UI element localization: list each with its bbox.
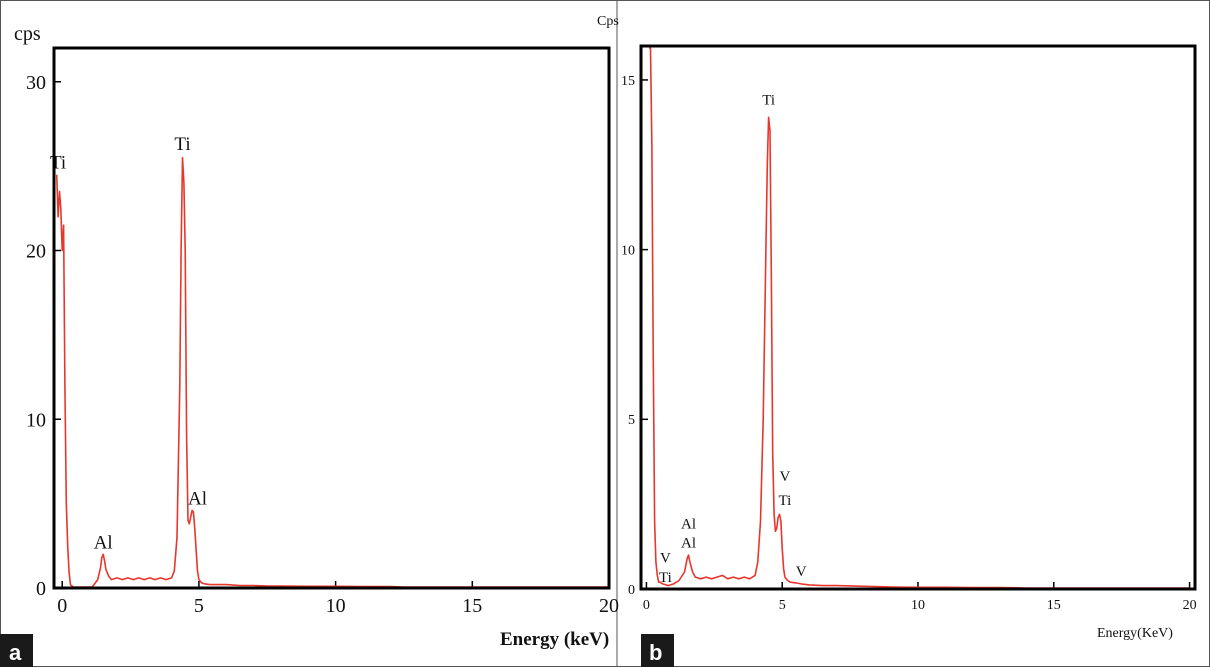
spectrum-line [649,47,1190,589]
peak-label: Al [188,488,207,509]
y-tick-label: 0 [36,578,46,600]
x-tick-label: 10 [911,598,925,613]
y-tick-label: 10 [26,409,46,431]
peak-label: Ti [174,134,190,155]
x-tick-label: 10 [326,595,346,617]
panel-b-chart: Cps Energy(KeV) 0 5 10 15 20 0 5 10 15 V Ti Al Al Ti… [597,14,1197,667]
panel-a-plot-frame [52,46,611,590]
panel-a-chart: cps Energy (keV) 0 5 10 15 20 0 10 20 30 Ti Ti Al A… [0,23,619,667]
y-tick-label: 10 [621,244,635,259]
x-tick-label: 5 [194,595,204,617]
peak-label: V [660,551,671,567]
peak-label: Ti [779,493,792,509]
panel-a-label: a [9,640,22,665]
y-tick-label: 30 [26,72,46,94]
panel-b-label-badge [641,634,674,667]
panel-b-peak-labels: V Ti Al Al Ti V Ti V [659,92,807,586]
panel-a-x-axis-label: Energy (keV) [500,629,609,650]
y-tick-label: 0 [628,583,635,598]
panel-b-plot-frame [639,44,1197,591]
panel-a-label-badge [0,634,33,667]
peak-label: Al [94,532,113,553]
panel-b-y-axis-label: Cps [597,14,619,29]
peak-label: Ti [762,92,775,108]
y-tick-label: 20 [26,241,46,263]
peak-label: Ti [659,570,672,586]
x-tick-label: 20 [599,595,619,617]
panel-a-ticks: 0 5 10 15 20 0 10 20 30 [26,72,619,617]
peak-label: V [796,564,807,580]
peak-label: Al [681,517,696,533]
panel-b-label: b [649,640,662,665]
x-tick-label: 15 [462,595,482,617]
panel-a-spectrum [55,156,609,588]
panel-b-ticks: 0 5 10 15 20 0 5 10 15 [621,74,1197,613]
y-tick-label: 15 [621,74,635,89]
x-tick-label: 5 [779,598,786,613]
x-tick-label: 0 [57,595,67,617]
peak-label: Al [681,535,696,551]
panel-a-y-axis-label: cps [14,23,41,45]
x-tick-label: 20 [1183,598,1197,613]
x-tick-label: 0 [643,598,650,613]
x-tick-label: 15 [1047,598,1061,613]
panel-b-x-axis-label: Energy(KeV) [1097,626,1173,641]
panel-b-spectrum [649,47,1190,589]
y-tick-label: 5 [628,413,635,428]
peak-label: V [780,469,791,485]
peak-label: Ti [50,153,66,174]
spectrum-line [55,156,609,588]
